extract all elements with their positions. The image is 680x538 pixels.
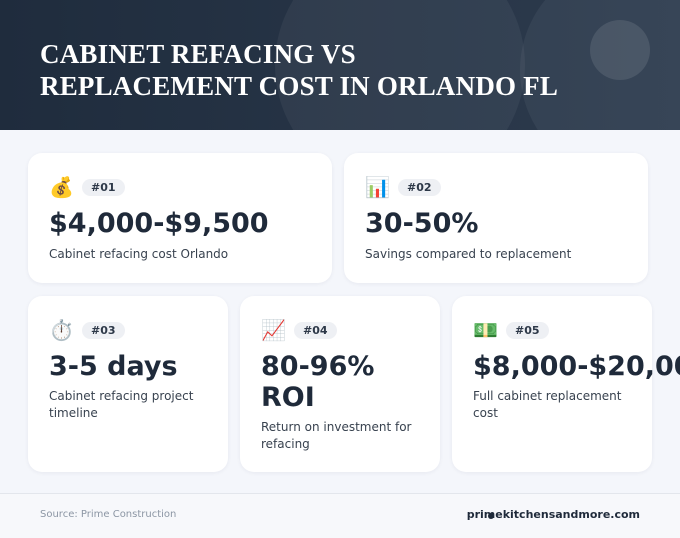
value: $8,000-$20,000	[473, 351, 680, 382]
icon: 📈	[261, 318, 286, 342]
decor-circle	[590, 20, 650, 80]
label: Savings compared to replacement	[365, 247, 572, 261]
stat-card: 📈 #04 80-96% ROI Return on investment fo…	[240, 296, 440, 472]
label: Full cabinet replacement cost	[473, 389, 622, 420]
icon: 💵	[473, 318, 498, 342]
badge: #02	[398, 179, 441, 196]
site-url: primekitchensandmore.com	[466, 508, 640, 521]
footer: Source: Prime Construction primekitchens…	[0, 493, 680, 538]
decor-circle	[520, 0, 680, 130]
stat-card: 📊 #02 30-50% Savings compared to replace…	[344, 153, 648, 283]
stat-card: 💵 #05 $8,000-$20,000 Full cabinet replac…	[452, 296, 680, 472]
source: Source: Prime Construction	[40, 509, 177, 520]
icon: 📊	[365, 175, 390, 199]
badge: #05	[506, 322, 549, 339]
stat-card: ⏱️ #03 3-5 days Cabinet refacing project…	[28, 296, 228, 472]
badge: #03	[82, 322, 125, 339]
header: CABINET REFACING VS REPLACEMENT COST IN …	[0, 0, 680, 130]
title: CABINET REFACING VS REPLACEMENT COST IN …	[40, 39, 559, 101]
label: Cabinet refacing cost Orlando	[49, 247, 229, 261]
label: Cabinet refacing project timeline	[49, 389, 194, 420]
dot	[488, 513, 494, 519]
badge: #01	[82, 179, 125, 196]
value: 80-96% ROI	[261, 351, 375, 413]
stat-card: 💰 #01 $4,000-$9,500 Cabinet refacing cos…	[28, 153, 332, 283]
icon: ⏱️	[49, 318, 74, 342]
decor-circle	[275, 0, 525, 130]
value: $4,000-$9,500	[49, 208, 269, 239]
icon: 💰	[49, 175, 74, 199]
badge: #04	[294, 322, 337, 339]
value: 3-5 days	[49, 351, 178, 382]
label: Return on investment for refacing	[261, 420, 412, 451]
value: 30-50%	[365, 208, 479, 239]
